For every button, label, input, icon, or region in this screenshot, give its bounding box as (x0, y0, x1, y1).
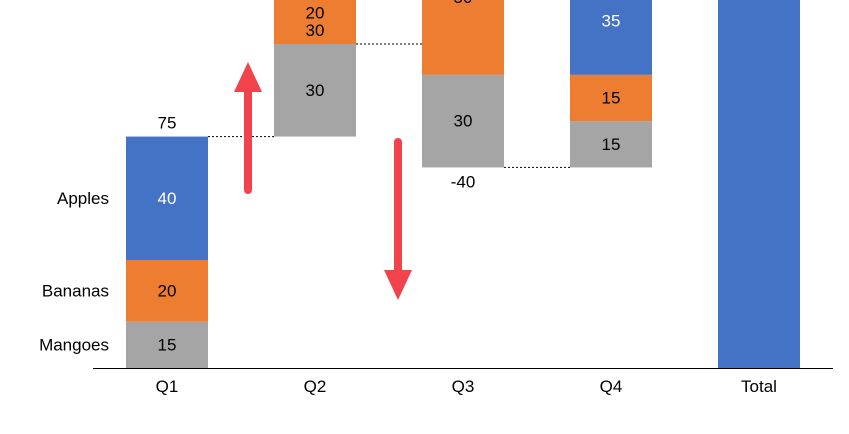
segment-q1-apples (126, 136, 208, 260)
total-label-q1: 75 (158, 114, 177, 133)
segment-q2-mangoes (274, 44, 356, 137)
segment-label-q1-mangoes: 15 (158, 335, 177, 354)
segment-label-q1-apples: 40 (158, 189, 177, 208)
total-label-q2: 30 (306, 21, 325, 40)
segment-label-q3-mangoes: 30 (454, 112, 473, 131)
segment-q4-mangoes (570, 121, 652, 168)
segment-q3-bananas (422, 0, 504, 75)
segment-q2-bananas (274, 0, 356, 45)
segment-label-q2-mangoes: 30 (306, 81, 325, 100)
segment-q4-bananas (570, 74, 652, 122)
legend: Apples Bananas Mangoes (39, 189, 109, 355)
arrow-annotations (234, 62, 412, 300)
arrow-down-icon (384, 270, 412, 300)
category-labels: Q1 Q2 Q3 Q4 Total (156, 377, 777, 396)
segment-label-q4-mangoes: 15 (602, 135, 621, 154)
segment-label-q1-bananas: 20 (158, 281, 177, 300)
category-label-total: Total (741, 377, 777, 396)
category-label-q4: Q4 (600, 377, 623, 396)
arrow-up-icon (234, 62, 262, 92)
connector-lines (208, 43, 570, 168)
segment-q3-mangoes (422, 74, 504, 168)
category-label-q2: Q2 (304, 377, 327, 396)
category-label-q3: Q3 (452, 377, 475, 396)
segment-q4-apples (570, 0, 652, 75)
bars-group: 1520407530204030305040-4015153565130 (126, 0, 800, 368)
total-label-q3: -40 (451, 172, 476, 191)
legend-label-apples: Apples (57, 189, 109, 208)
segment-label-q3-bananas: 50 (454, 0, 473, 7)
segment-label-q4-bananas: 15 (602, 89, 621, 108)
legend-label-bananas: Bananas (42, 281, 109, 300)
legend-label-mangoes: Mangoes (39, 335, 109, 354)
segment-label-q2-bananas: 20 (306, 4, 325, 23)
segment-label-q4-apples: 35 (602, 11, 621, 30)
category-label-q1: Q1 (156, 377, 179, 396)
bar-total (718, 0, 800, 368)
segment-q1-bananas (126, 260, 208, 322)
segment-q1-mangoes (126, 321, 208, 368)
